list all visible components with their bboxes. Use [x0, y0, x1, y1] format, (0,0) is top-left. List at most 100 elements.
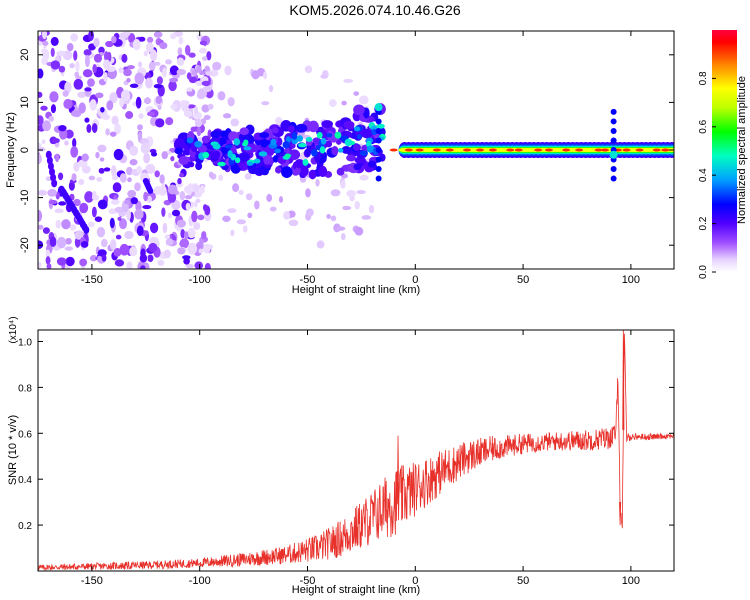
noise-blob — [140, 142, 151, 154]
main-echo-peak — [622, 148, 631, 152]
scattered-echo-blob — [367, 160, 377, 168]
noise-blob — [261, 101, 270, 106]
noise-blob — [62, 90, 69, 97]
noise-blob — [204, 262, 211, 269]
noise-blob — [128, 32, 136, 44]
noise-blob — [202, 86, 212, 93]
noise-blob — [149, 49, 158, 62]
scattered-echo-core — [316, 131, 323, 139]
noise-blob — [38, 91, 43, 98]
noise-blob — [93, 53, 102, 63]
noise-blob — [230, 229, 235, 237]
main-echo-peak — [445, 148, 454, 152]
noise-blob — [146, 195, 152, 203]
noise-blob — [109, 239, 117, 251]
noise-blob — [165, 117, 174, 126]
scattered-echo-blob — [220, 130, 227, 138]
noise-blob — [177, 47, 183, 56]
noise-blob — [119, 173, 127, 183]
noise-blob — [192, 184, 200, 193]
snr-y-tick-label: 0.6 — [18, 429, 32, 440]
scattered-echo-core — [243, 139, 249, 146]
noise-blob — [135, 96, 142, 109]
scattered-echo-core — [319, 146, 326, 154]
heatmap-y-tick-label: 20 — [19, 49, 31, 61]
scattered-echo-core — [270, 138, 277, 146]
scattered-echo-core — [227, 150, 233, 159]
noise-blob — [105, 40, 114, 48]
heatmap-marks — [38, 31, 674, 269]
noise-blob — [109, 92, 118, 104]
noise-blob — [109, 217, 115, 229]
noise-blob — [83, 49, 92, 56]
colorbar-tick-label: 0.4 — [698, 168, 709, 182]
noise-blob — [251, 70, 260, 80]
snr-y-multiplier: (x10⁴) — [8, 316, 19, 343]
noise-blob — [268, 85, 274, 93]
noise-blob — [126, 166, 133, 176]
noise-blob — [142, 204, 152, 210]
noise-blob — [66, 42, 74, 52]
noise-blob — [186, 87, 193, 92]
snr-y-tick-label: 1.0 — [18, 337, 32, 348]
heatmap-x-tick-label: 0 — [412, 274, 418, 286]
noise-blob — [275, 116, 283, 126]
scattered-echo-core — [356, 134, 362, 140]
heatmap-y-label: Frequency (Hz) — [5, 112, 17, 188]
scattered-echo-blob — [195, 162, 203, 171]
scattered-echo-core — [194, 140, 203, 148]
snr-x-tick-label: 0 — [412, 575, 418, 587]
noise-blob — [201, 80, 211, 87]
noise-blob — [69, 63, 75, 69]
noise-blob — [50, 104, 57, 114]
noise-blob — [80, 240, 89, 248]
snr-x-tick-label: 50 — [517, 575, 529, 587]
noise-blob — [186, 72, 192, 80]
noise-blob — [212, 61, 222, 71]
noise-blob — [46, 263, 52, 269]
scattered-echo-blob — [238, 152, 251, 162]
noise-blob — [359, 174, 369, 181]
noise-blob — [119, 32, 129, 39]
noise-blob — [145, 77, 153, 89]
noise-blob — [227, 96, 235, 107]
scattered-echo-core — [258, 151, 268, 157]
scattered-echo-blob — [354, 156, 366, 164]
colorbar-tick-label: 0.8 — [698, 71, 709, 85]
noise-blob — [278, 196, 284, 203]
scattered-echo-blob — [174, 147, 184, 155]
noise-blob — [70, 110, 81, 117]
noise-blob — [145, 42, 154, 53]
noise-blob — [137, 124, 143, 131]
noise-blob — [48, 115, 55, 122]
heatmap-x-tick-label: -50 — [300, 274, 316, 286]
heatmap-y-tick-label: -20 — [19, 237, 31, 253]
echo-spike — [375, 156, 382, 163]
snr-panel: -150 -100 -50 0 50 100 0.2 0.4 0.6 0.8 1.0 Height… — [7, 316, 675, 596]
noise-blob — [266, 193, 273, 202]
scattered-echo-blob — [331, 146, 339, 156]
noise-blob — [52, 138, 60, 144]
noise-blob — [114, 259, 125, 267]
noise-blob — [167, 212, 173, 219]
scattered-echo-blob — [238, 162, 248, 170]
scattered-echo-blob — [295, 123, 308, 133]
noise-blob — [113, 148, 124, 161]
noise-blob — [203, 243, 211, 254]
noise-blob — [91, 206, 97, 218]
noise-blob — [326, 213, 331, 219]
noise-blob — [93, 37, 100, 48]
noise-blob — [130, 197, 138, 205]
noise-blob — [156, 76, 163, 85]
noise-blob — [40, 105, 48, 111]
heatmap-x-tick-label: 100 — [622, 274, 640, 286]
noise-blob — [330, 189, 341, 197]
main-echo-peak — [575, 148, 584, 152]
noise-blob — [354, 200, 360, 210]
noise-blob — [140, 265, 146, 269]
main-echo-peak — [514, 148, 523, 152]
scattered-echo-blob — [248, 167, 259, 175]
noise-blob — [92, 190, 97, 200]
main-echo-peak — [661, 148, 670, 152]
noise-blob — [49, 91, 59, 103]
